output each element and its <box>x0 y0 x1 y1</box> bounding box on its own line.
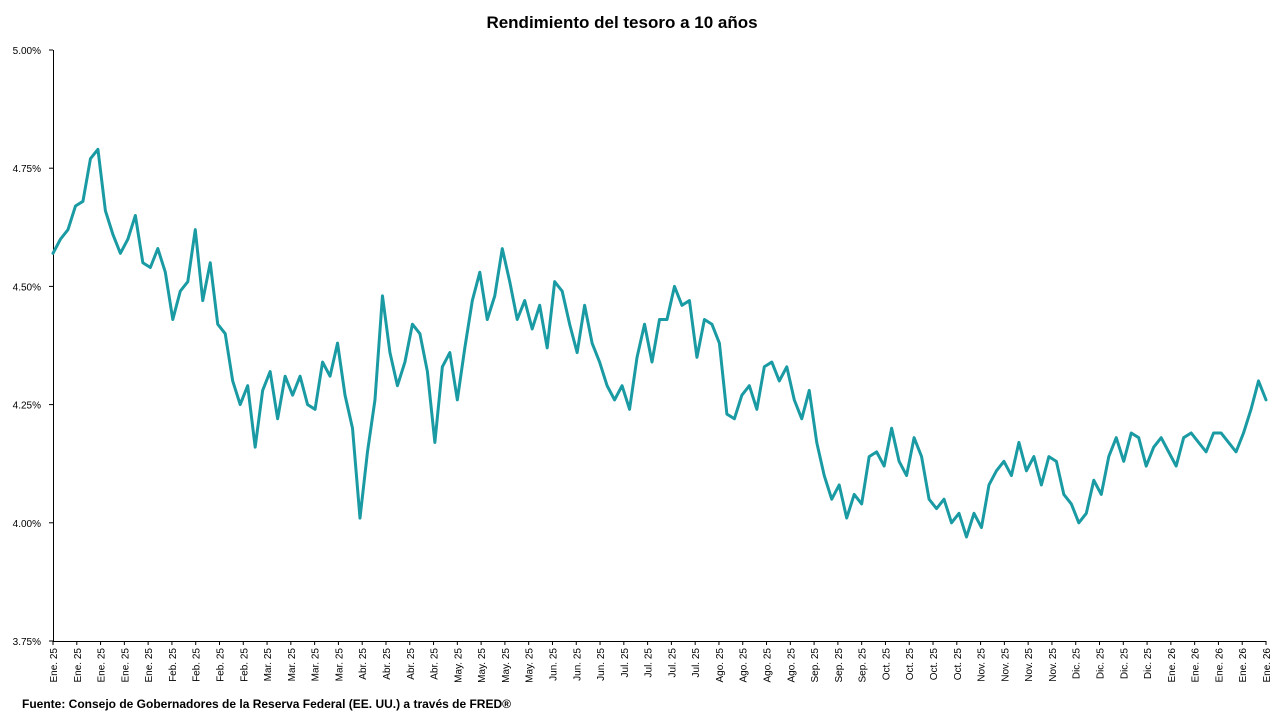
y-tick-label: 5.00% <box>13 46 41 57</box>
x-tick-label: Abr. 25 <box>406 648 417 680</box>
x-tick-label: Feb. 25 <box>215 648 226 682</box>
x-tick-label: Ene. 26 <box>1191 648 1202 683</box>
y-tick-label: 4.75% <box>13 164 41 175</box>
x-tick-label: Abr. 25 <box>382 648 393 680</box>
x-tick-label: Feb. 25 <box>168 648 179 682</box>
x-axis-ticks: Ene. 25 Ene. 25 Ene. 25 Ene. 25 Ene. 25 Feb. … <box>49 641 1273 683</box>
x-tick-label: Abr. 25 <box>358 648 369 680</box>
x-tick-label: Jun. 25 <box>548 648 559 681</box>
x-tick-label: Jul. 25 <box>644 648 655 678</box>
x-tick-label: Dic. 25 <box>1119 648 1130 680</box>
y-axis-ticks: 3.75% 4.00% 4.25% 4.50% 4.75% 5.00% <box>13 46 53 648</box>
x-tick-label: Ene. 25 <box>144 648 155 683</box>
x-tick-label: Jul. 25 <box>620 648 631 678</box>
x-tick-label: Mar. 25 <box>263 648 274 682</box>
x-tick-label: Ene. 25 <box>97 648 108 683</box>
x-tick-label: Dic. 25 <box>1072 648 1083 680</box>
x-tick-label: May. 25 <box>525 648 536 683</box>
x-tick-label: Jun. 25 <box>572 648 583 681</box>
x-tick-label: Ene. 26 <box>1238 648 1249 683</box>
x-tick-label: Nov. 25 <box>1024 648 1035 682</box>
x-tick-label: Oct. 25 <box>953 648 964 681</box>
x-tick-label: Jul. 25 <box>667 648 678 678</box>
x-tick-label: Abr. 25 <box>430 648 441 680</box>
x-tick-label: Ago. 25 <box>715 648 726 683</box>
series-line <box>51 147 1268 539</box>
x-tick-label: May. 25 <box>477 648 488 683</box>
x-tick-label: Ene. 25 <box>120 648 131 683</box>
x-tick-label: Nov. 25 <box>1048 648 1059 682</box>
x-tick-label: Sep. 25 <box>834 648 845 683</box>
x-tick-label: Nov. 25 <box>1000 648 1011 682</box>
x-tick-label: Sep. 25 <box>810 648 821 683</box>
x-tick-label: Feb. 25 <box>192 648 203 682</box>
source-note: Fuente: Consejo de Gobernadores de la Re… <box>22 697 511 711</box>
x-tick-label: Mar. 25 <box>311 648 322 682</box>
x-tick-label: Jul. 25 <box>691 648 702 678</box>
x-tick-label: Feb. 25 <box>239 648 250 682</box>
x-tick-label: Nov. 25 <box>977 648 988 682</box>
x-tick-label: Jun. 25 <box>596 648 607 681</box>
x-tick-label: Dic. 25 <box>1096 648 1107 680</box>
x-tick-label: Ene. 26 <box>1214 648 1225 683</box>
x-tick-label: Ene. 26 <box>1167 648 1178 683</box>
x-tick-label: May. 25 <box>453 648 464 683</box>
y-tick-label: 3.75% <box>13 637 41 648</box>
x-tick-label: Ene. 25 <box>73 648 84 683</box>
series-layer <box>51 147 1268 539</box>
y-tick-label: 4.00% <box>13 519 41 530</box>
y-tick-label: 4.25% <box>13 401 41 412</box>
x-tick-label: Dic. 25 <box>1143 648 1154 680</box>
x-tick-label: Ago. 25 <box>763 648 774 683</box>
x-tick-label: Oct. 25 <box>881 648 892 681</box>
x-tick-label: Oct. 25 <box>905 648 916 681</box>
x-tick-label: Mar. 25 <box>287 648 298 682</box>
x-tick-label: Sep. 25 <box>858 648 869 683</box>
chart-title: Rendimiento del tesoro a 10 años <box>486 13 757 32</box>
x-tick-label: Oct. 25 <box>929 648 940 681</box>
x-tick-label: May. 25 <box>501 648 512 683</box>
x-tick-label: Mar. 25 <box>334 648 345 682</box>
y-tick-label: 4.50% <box>13 282 41 293</box>
x-tick-label: Ene. 26 <box>1262 648 1273 683</box>
x-tick-label: Ago. 25 <box>739 648 750 683</box>
x-tick-label: Ago. 25 <box>786 648 797 683</box>
x-tick-label: Ene. 25 <box>49 648 60 683</box>
